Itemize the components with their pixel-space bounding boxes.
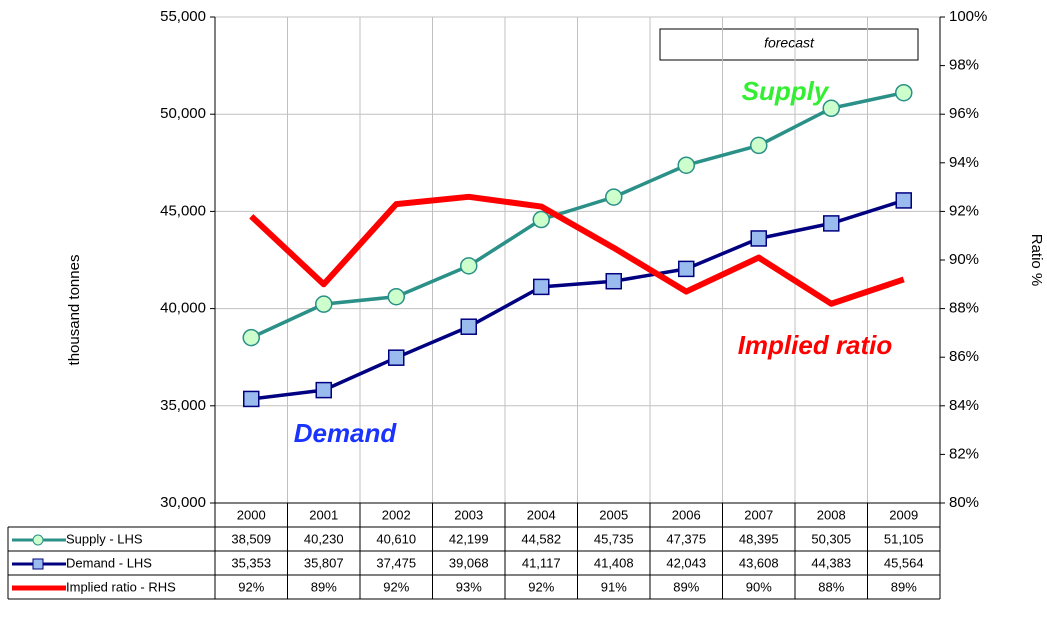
table-value: 47,375 (666, 531, 706, 546)
table-value: 45,735 (594, 531, 634, 546)
x-tick-label: 2007 (744, 507, 773, 522)
table-value: 42,199 (449, 531, 489, 546)
y-tick-label: 30,000 (160, 494, 206, 511)
table-value: 45,564 (884, 555, 924, 570)
y-tick-label: 35,000 (160, 397, 206, 414)
y2-tick-label: 84% (949, 397, 979, 414)
x-tick-label: 2000 (237, 507, 266, 522)
table-value: 37,475 (376, 555, 416, 570)
legend-label: Implied ratio - RHS (66, 579, 176, 594)
table-value: 42,043 (666, 555, 706, 570)
marker (388, 349, 405, 366)
legend-label: Supply - LHS (66, 531, 143, 546)
y2-tick-label: 100% (949, 8, 987, 25)
legend-marker (32, 534, 44, 546)
legend-label: Demand - LHS (66, 555, 152, 570)
x-tick-label: 2002 (382, 507, 411, 522)
table-value: 35,353 (231, 555, 271, 570)
table-value: 38,509 (231, 531, 271, 546)
annotation: forecast (764, 35, 815, 51)
y2-tick-label: 98% (949, 57, 979, 74)
marker (822, 99, 840, 118)
table-value: 44,582 (521, 531, 561, 546)
annotation: Demand (294, 418, 398, 448)
x-tick-label: 2003 (454, 507, 483, 522)
table-value: 93% (456, 579, 482, 594)
table-value: 92% (238, 579, 264, 594)
marker (677, 156, 695, 174)
y-tick-label: 50,000 (160, 105, 206, 122)
y-tick-label: 45,000 (160, 202, 206, 219)
marker (532, 210, 550, 229)
x-tick-label: 2001 (309, 507, 338, 522)
y-axis-title: thousand tonnes (66, 255, 83, 366)
marker (243, 390, 260, 408)
table-value: 50,305 (811, 531, 851, 546)
series-line (250, 91, 905, 340)
x-tick-label: 2006 (672, 507, 701, 522)
marker (895, 83, 913, 102)
y2-tick-label: 82% (949, 445, 979, 462)
annotation: Implied ratio (738, 330, 893, 360)
marker (460, 318, 477, 335)
marker (823, 215, 840, 232)
x-tick-label: 2009 (889, 507, 918, 522)
y2-axis-title: Ratio % (1028, 234, 1045, 287)
table-value: 40,230 (304, 531, 344, 546)
table-value: 91% (601, 579, 627, 594)
y2-tick-label: 86% (949, 348, 979, 365)
marker (533, 278, 550, 296)
table-value: 89% (673, 579, 699, 594)
table-value: 88% (818, 579, 844, 594)
table-value: 41,408 (594, 555, 634, 570)
table-value: 89% (311, 579, 337, 594)
y2-tick-label: 80% (949, 494, 979, 511)
table-value: 40,610 (376, 531, 416, 546)
series-line (251, 198, 905, 401)
table-value: 44,383 (811, 555, 851, 570)
table-value: 92% (383, 579, 409, 594)
marker (605, 188, 623, 206)
annotation: Supply (742, 76, 830, 106)
legend-marker (32, 558, 44, 570)
x-tick-label: 2008 (817, 507, 846, 522)
table-value: 43,608 (739, 555, 779, 570)
marker (750, 136, 768, 155)
marker (678, 260, 695, 278)
marker (315, 295, 333, 313)
table-value: 41,117 (522, 555, 561, 570)
table-value: 90% (746, 579, 772, 594)
marker (242, 328, 260, 347)
marker (750, 230, 767, 247)
marker (315, 381, 332, 399)
marker (460, 257, 478, 275)
y2-tick-label: 90% (949, 251, 979, 268)
x-tick-label: 2005 (599, 507, 628, 522)
forecast-box (659, 28, 919, 61)
series-line (249, 193, 905, 307)
table-value: 35,807 (304, 555, 344, 570)
y2-tick-label: 94% (949, 154, 979, 171)
table-value: 39,068 (449, 555, 489, 570)
y2-tick-label: 92% (949, 202, 979, 219)
x-tick-label: 2004 (527, 507, 556, 522)
y-tick-label: 55,000 (160, 8, 206, 25)
marker (605, 272, 622, 290)
y2-tick-label: 88% (949, 300, 979, 317)
table-value: 48,395 (739, 531, 779, 546)
table-value: 89% (891, 579, 917, 594)
y2-tick-label: 96% (949, 105, 979, 122)
table-value: 51,105 (884, 531, 924, 546)
table-value: 92% (528, 579, 554, 594)
marker (387, 287, 405, 306)
marker (895, 192, 912, 209)
y-tick-label: 40,000 (160, 300, 206, 317)
